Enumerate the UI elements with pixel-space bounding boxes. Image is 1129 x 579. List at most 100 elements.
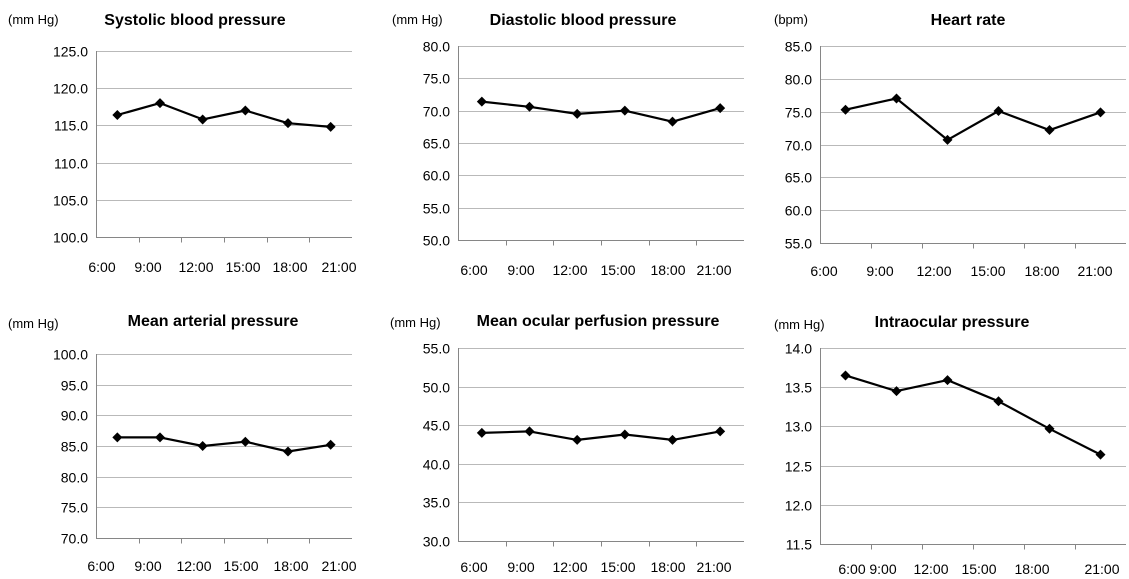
y-tick-label: 50.0 xyxy=(423,380,450,396)
data-point-marker xyxy=(942,375,953,386)
x-tick-label: 18:00 xyxy=(273,558,308,574)
x-tick-label: 15:00 xyxy=(223,558,258,574)
data-point-marker xyxy=(155,98,165,109)
x-tick-label: 6:00 xyxy=(838,561,865,577)
plot-area: 70.0 75.0 80.0 85.0 90.0 95.0 100.0 6:00 9:00 12:… xyxy=(53,347,357,575)
x-tick-label: 9:00 xyxy=(869,561,896,577)
data-point-marker xyxy=(240,436,251,447)
data-point-marker xyxy=(1095,449,1106,460)
data-point-marker xyxy=(197,441,208,451)
series-line xyxy=(117,101,331,128)
data-point-marker xyxy=(840,370,851,381)
x-tick-label: 15:00 xyxy=(961,561,996,577)
y-tick-label: 70.0 xyxy=(785,138,812,154)
data-point-marker xyxy=(283,446,293,457)
data-point-marker xyxy=(325,121,336,132)
y-tick-label: 13.0 xyxy=(785,419,812,435)
data-point-marker xyxy=(891,386,902,397)
chart-svg: (mm Hg) Mean arterial pressure 70.0 75.0 8… xyxy=(8,313,357,575)
x-tick-label: 18:00 xyxy=(272,259,307,275)
x-tick-label: 18:00 xyxy=(650,262,685,278)
x-tick-label: 6:00 xyxy=(88,259,115,275)
x-tick-label: 15:00 xyxy=(600,262,635,278)
chart-title: Diastolic blood pressure xyxy=(490,12,677,29)
y-tick-label: 105.0 xyxy=(53,193,88,209)
x-tick-label: 21:00 xyxy=(696,559,731,575)
data-point-marker xyxy=(112,432,123,443)
plot-area: 55.0 60.0 65.0 70.0 75.0 80.0 85.0 6:00 9:00 12:0… xyxy=(785,39,1126,279)
chart-svg: (mm Hg) Diastolic blood pressure 50.0 55.… xyxy=(392,12,744,278)
series-line xyxy=(117,436,331,453)
x-tick-label: 6:00 xyxy=(87,558,114,574)
y-tick-label: 30.0 xyxy=(423,534,450,550)
chart-title: Mean arterial pressure xyxy=(128,313,299,330)
x-tick-label: 18:00 xyxy=(1024,263,1059,279)
x-tick-label: 21:00 xyxy=(321,259,356,275)
x-tick-label: 21:00 xyxy=(696,262,731,278)
chart-svg: (bpm) Heart rate 55.0 60.0 65.0 70.0 75.0 80.… xyxy=(774,12,1126,279)
y-unit-label: (mm Hg) xyxy=(392,12,443,27)
y-tick-label: 80.0 xyxy=(61,470,88,486)
data-point-marker xyxy=(283,118,293,129)
data-point-marker xyxy=(619,105,630,116)
data-point-marker xyxy=(240,105,251,116)
x-tick-label: 21:00 xyxy=(1077,263,1112,279)
data-point-marker xyxy=(942,134,953,145)
y-tick-label: 50.0 xyxy=(423,233,450,249)
data-point-marker xyxy=(1044,125,1055,136)
data-point-marker xyxy=(476,427,487,438)
chart-svg: (mm Hg) Mean ocular perfusion pressure 3… xyxy=(390,313,744,575)
plot-area: 11.5 12.0 12.5 13.0 13.5 14.0 6:00 9:00 12:00 15:… xyxy=(785,341,1126,577)
data-point-marker xyxy=(715,103,726,114)
chart-svg: (mm Hg) Intraocular pressure 11.5 12.0 12.… xyxy=(774,314,1126,577)
y-tick-label: 70.0 xyxy=(423,104,450,120)
data-point-marker xyxy=(993,396,1004,407)
data-point-marker xyxy=(1095,107,1106,118)
x-tick-label: 15:00 xyxy=(970,263,1005,279)
y-tick-label: 95.0 xyxy=(61,378,88,394)
chart-svg: (mm Hg) Systolic blood pressure 100.0 105… xyxy=(8,12,357,276)
x-tick-label: 12:00 xyxy=(176,558,211,574)
data-point-marker xyxy=(891,93,902,104)
y-tick-label: 55.0 xyxy=(785,236,812,252)
series-line xyxy=(481,430,721,441)
y-tick-label: 85.0 xyxy=(61,439,88,455)
y-tick-label: 85.0 xyxy=(785,39,812,55)
chart-title: Systolic blood pressure xyxy=(104,12,285,29)
y-tick-label: 12.0 xyxy=(785,498,812,514)
data-point-marker xyxy=(667,434,678,445)
y-tick-label: 60.0 xyxy=(423,168,450,184)
x-tick-label: 15:00 xyxy=(600,559,635,575)
y-tick-label: 60.0 xyxy=(785,203,812,219)
y-tick-label: 75.0 xyxy=(423,71,450,87)
x-tick-label: 9:00 xyxy=(507,262,534,278)
y-unit-label: (mm Hg) xyxy=(8,316,59,331)
plot-area: 50.0 55.0 60.0 65.0 70.0 75.0 80.0 6:00 9:00 12:0… xyxy=(423,39,744,278)
x-tick-label: 9:00 xyxy=(134,558,161,574)
data-point-marker xyxy=(325,439,336,450)
data-point-marker xyxy=(197,114,208,125)
x-tick-label: 18:00 xyxy=(650,559,685,575)
data-point-marker xyxy=(112,109,123,120)
y-tick-label: 80.0 xyxy=(423,39,450,55)
data-point-marker xyxy=(667,116,678,127)
x-tick-label: 12:00 xyxy=(552,262,587,278)
y-tick-label: 11.5 xyxy=(786,537,812,553)
chart-systolic-blood-pressure: (mm Hg) Systolic blood pressure 100.0 105… xyxy=(0,0,376,289)
y-unit-label: (mm Hg) xyxy=(774,317,825,332)
y-tick-label: 65.0 xyxy=(785,170,812,186)
plot-area: 100.0 105.0 110.0 115.0 120.0 125.0 6:00 9:00 12… xyxy=(53,44,357,276)
data-point-marker xyxy=(993,106,1004,117)
y-tick-label: 55.0 xyxy=(423,201,450,217)
y-tick-label: 100.0 xyxy=(53,347,88,363)
y-tick-label: 80.0 xyxy=(785,72,812,88)
data-point-marker xyxy=(715,426,726,437)
data-point-marker xyxy=(572,434,583,445)
chart-title: Mean ocular perfusion pressure xyxy=(477,313,720,330)
y-tick-label: 90.0 xyxy=(61,408,88,424)
y-tick-label: 75.0 xyxy=(785,105,812,121)
y-tick-label: 115.0 xyxy=(54,118,88,134)
x-tick-label: 9:00 xyxy=(866,263,893,279)
series-line xyxy=(481,100,721,123)
data-point-marker xyxy=(572,108,583,119)
